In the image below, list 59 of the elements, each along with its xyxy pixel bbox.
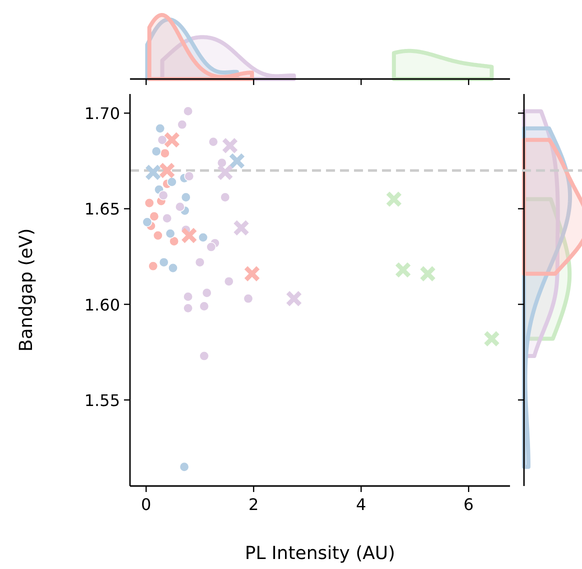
point xyxy=(180,227,198,244)
point xyxy=(169,236,180,246)
point xyxy=(183,303,194,314)
y-tick-label: 1.65 xyxy=(84,200,120,219)
point xyxy=(180,192,191,202)
point xyxy=(165,228,176,239)
point xyxy=(144,164,162,181)
point xyxy=(243,294,254,304)
point xyxy=(158,257,169,268)
point xyxy=(179,462,190,472)
point xyxy=(198,232,208,242)
point xyxy=(148,261,158,272)
point xyxy=(244,265,260,282)
point xyxy=(194,257,205,268)
x-tick-label: 2 xyxy=(248,495,259,514)
point xyxy=(199,350,210,361)
point xyxy=(164,132,180,148)
point xyxy=(152,230,163,240)
point xyxy=(157,134,168,145)
point xyxy=(199,301,210,312)
point xyxy=(151,146,162,156)
point xyxy=(394,262,412,278)
point xyxy=(149,211,160,222)
x-tick-label: 4 xyxy=(356,495,366,514)
point xyxy=(184,171,194,182)
point xyxy=(228,152,246,170)
x-tick-label: 0 xyxy=(141,495,152,514)
point xyxy=(183,106,194,116)
point xyxy=(183,292,194,302)
point xyxy=(220,192,230,202)
point xyxy=(206,242,216,252)
point xyxy=(386,190,402,208)
point xyxy=(144,198,154,208)
point xyxy=(202,288,212,298)
point xyxy=(158,162,176,179)
point xyxy=(216,164,234,181)
point xyxy=(222,137,238,154)
x-axis-title: PL Intensity (AU) xyxy=(244,543,396,564)
point xyxy=(224,276,234,286)
point xyxy=(420,265,436,282)
point xyxy=(174,202,185,212)
point xyxy=(233,220,250,236)
point xyxy=(177,120,188,130)
point xyxy=(158,190,168,200)
point xyxy=(166,176,177,187)
y-axis-title: Bandgap (eV) xyxy=(16,228,37,352)
point xyxy=(155,123,166,134)
point xyxy=(208,136,218,147)
y-tick-label: 1.60 xyxy=(84,295,120,314)
x-tick-label: 6 xyxy=(464,495,474,514)
y-tick-label: 1.55 xyxy=(84,390,120,410)
y-tick-label: 1.70 xyxy=(84,104,120,124)
point xyxy=(160,148,170,158)
point xyxy=(142,217,152,228)
point xyxy=(286,290,302,307)
point xyxy=(216,158,227,168)
point xyxy=(168,263,178,274)
point xyxy=(483,330,500,348)
point xyxy=(162,213,172,224)
